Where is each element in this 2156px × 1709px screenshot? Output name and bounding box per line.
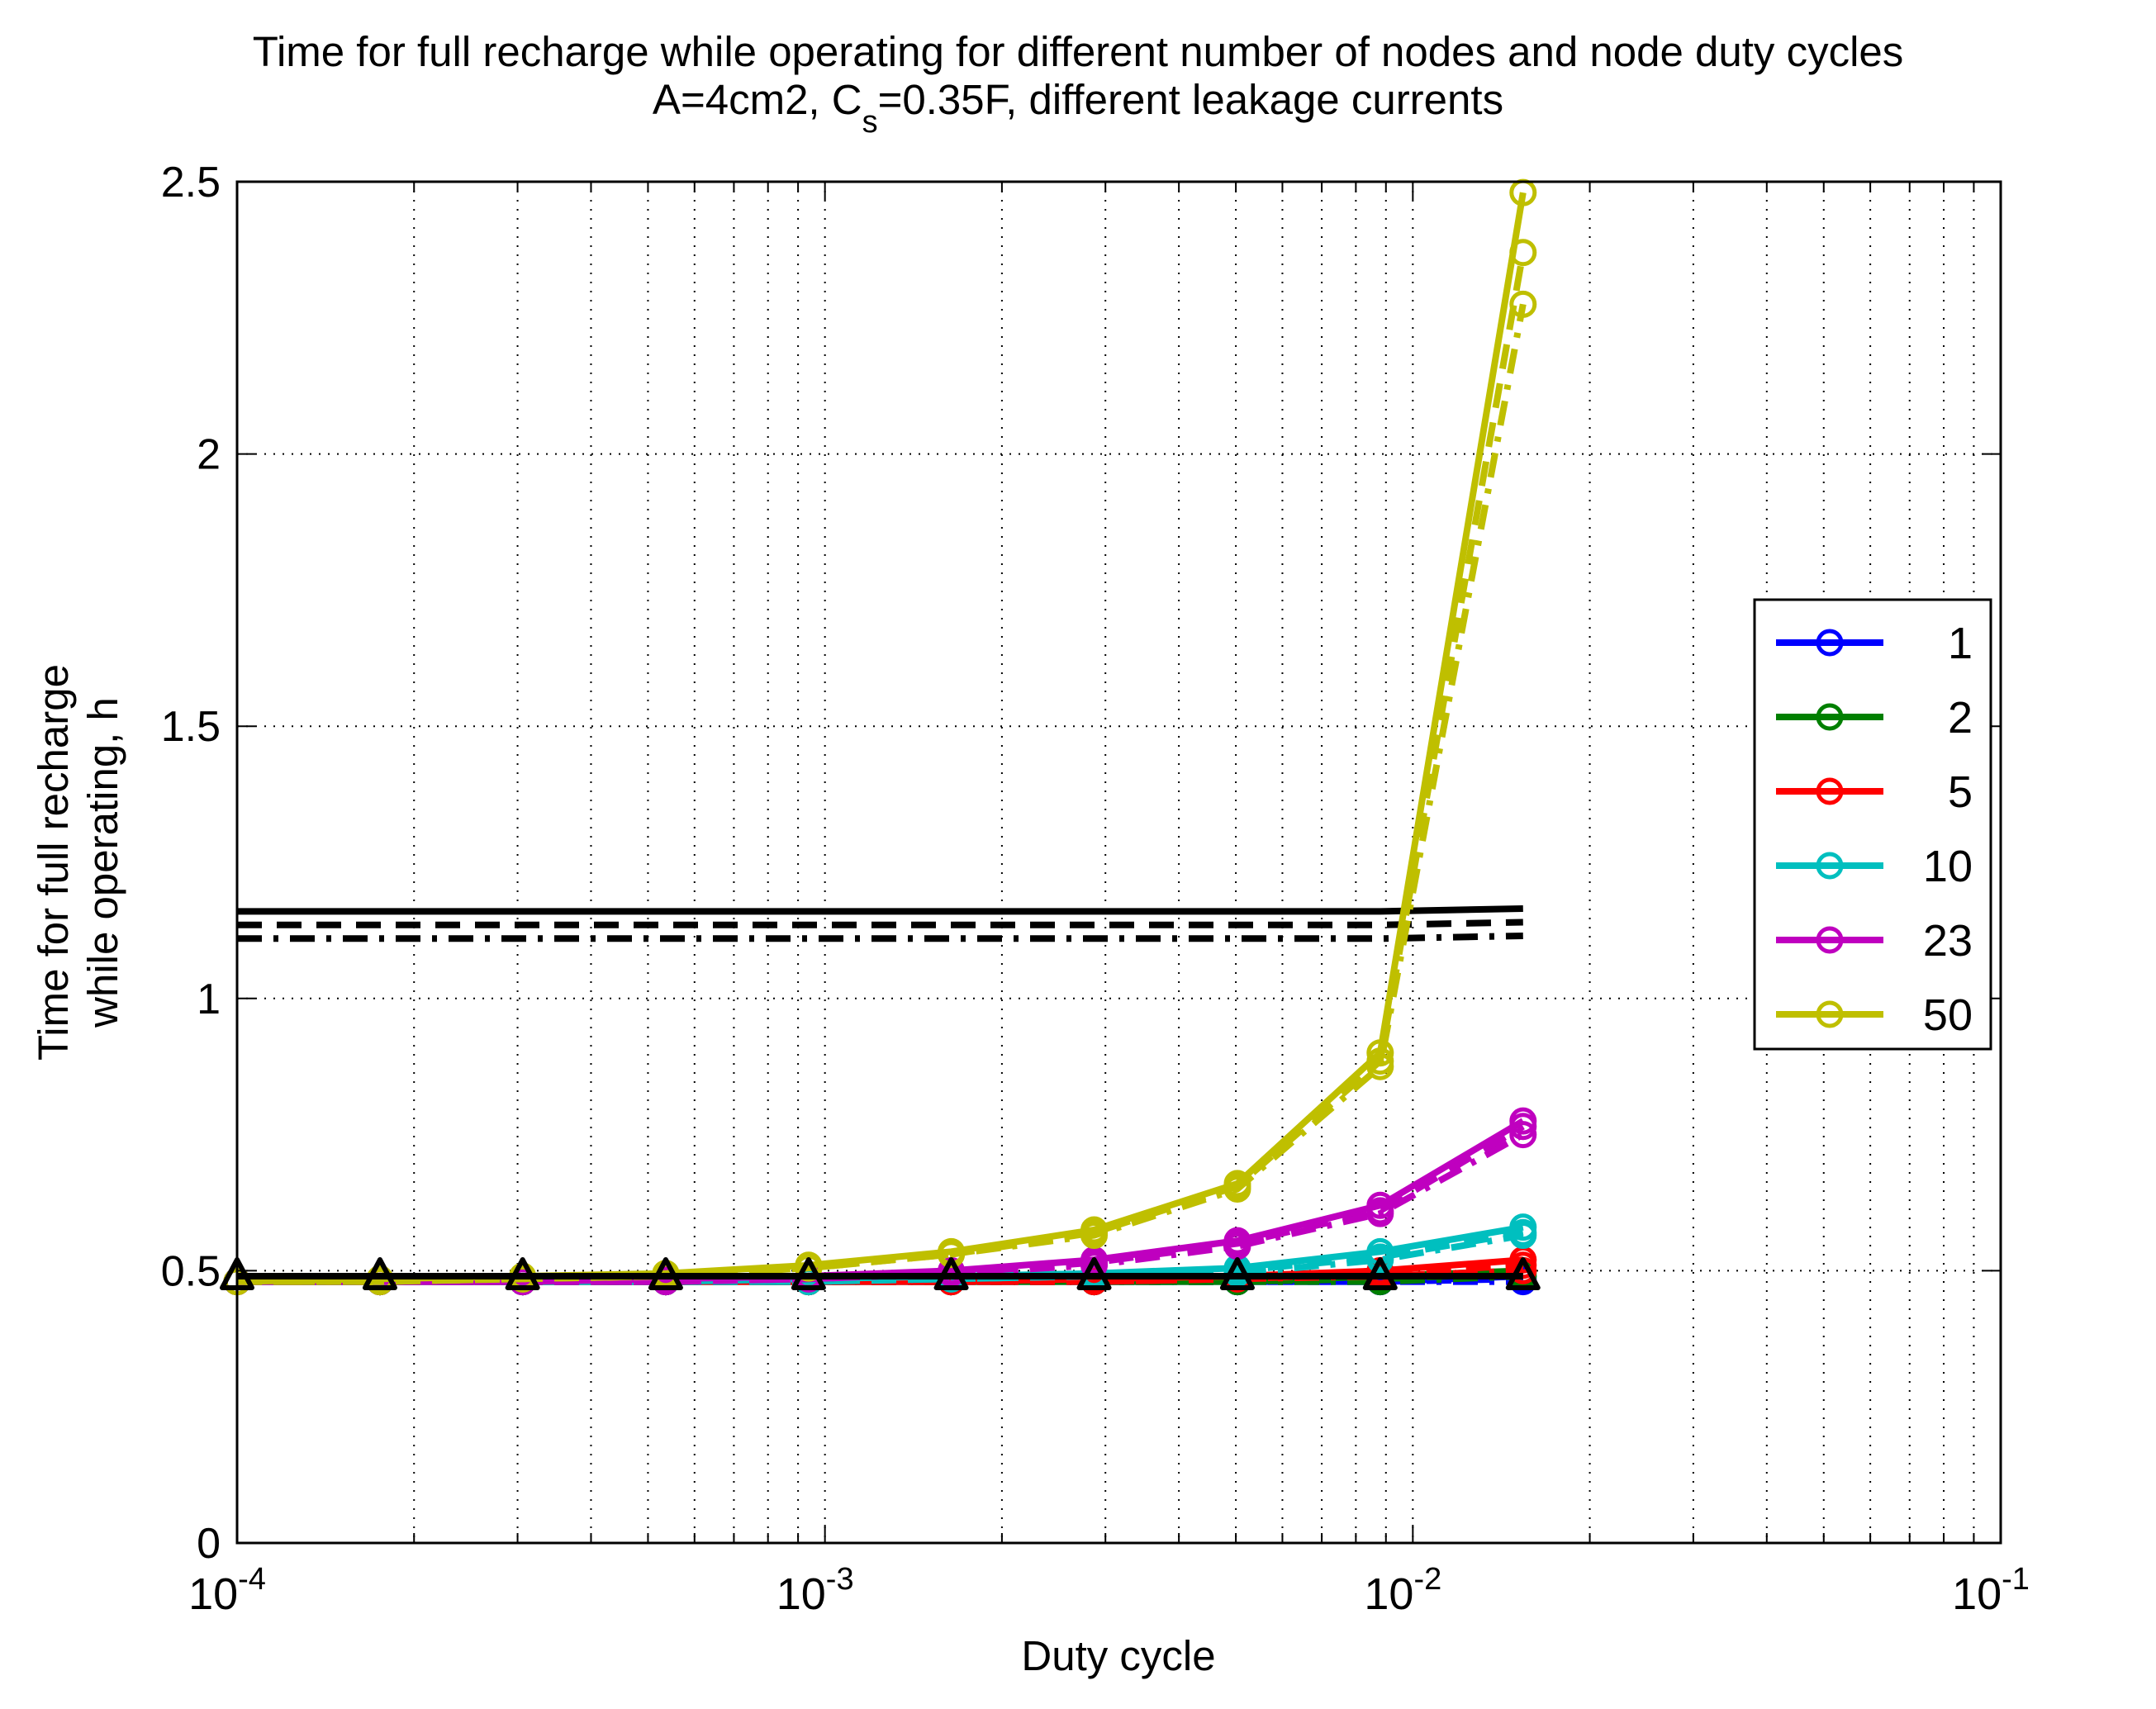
legend: 1 2 5 10 23 50 [1753,598,1992,1051]
subtitle-subscript: s [862,105,878,140]
legend-label: 1 [1948,619,1973,668]
axes-box [235,180,2002,1545]
legend-box [1753,598,1992,1051]
data-point-50 [1080,1222,1109,1250]
x-tick-label: 10-3 [776,1562,854,1619]
x-tick-base: 10 [1952,1569,2002,1619]
data-point-50 [938,1241,966,1269]
x-tick-exponent: -2 [1413,1562,1441,1597]
legend-swatch-marker [1816,852,1844,880]
series-line-50 [237,303,1527,1285]
data-point-23 [1509,1121,1537,1149]
x-tick-label: 10-4 [188,1562,266,1619]
legend-item-5: 5 [1776,767,1973,817]
legend-swatch-marker [1816,926,1844,954]
data-point-10 [1366,1246,1394,1274]
legend-swatch-marker [1816,629,1844,657]
plot-area [237,182,2001,1543]
y-tick-label: 0 [197,1520,221,1568]
x-tick-exponent: -3 [826,1562,854,1597]
x-tick-label: 10-1 [1952,1562,2030,1619]
legend-label: 10 [1923,842,1973,891]
legend-item-1: 1 [1776,619,1973,668]
x-tick-base: 10 [1364,1569,1413,1619]
y-tick-label: 2.5 [161,159,221,207]
reference-line [237,905,1523,915]
legend-label: 50 [1923,990,1973,1040]
y-tick-label: 0.5 [161,1247,221,1295]
y-axis-label-line-2: while operating, h [79,697,126,1028]
reference-line [237,919,1523,928]
x-tick-exponent: -1 [2002,1562,2030,1597]
ticks: 00.511.522.510-4 10-3 10-2 10-1 [161,159,2030,1619]
legend-label: 2 [1948,693,1973,743]
legend-label: 5 [1948,767,1973,817]
triangle-marker [791,1256,826,1290]
chart-title: Time for full recharge while operating f… [253,28,1904,75]
subtitle-suffix: =0.35F, different leakage currents [878,76,1503,123]
triangle-marker [1362,1256,1398,1290]
legend-item-10: 10 [1776,842,1973,891]
triangle-marker [1219,1256,1255,1290]
legend-label: 23 [1923,916,1973,966]
triangle-marker [362,1256,397,1290]
x-tick-base: 10 [776,1569,826,1619]
y-tick-label: 1.5 [161,703,221,751]
y-tick-label: 2 [197,431,221,479]
triangle-marker [1076,1256,1112,1290]
data-point-50 [1223,1175,1251,1203]
triangle-marker [1505,1256,1541,1290]
data-point-50 [795,1254,823,1282]
legend-item-23: 23 [1776,916,1973,966]
x-tick-label: 10-2 [1364,1562,1441,1619]
x-axis-label: Duty cycle [1021,1632,1215,1679]
data-point-10 [1509,1222,1537,1250]
subtitle-prefix: A=4cm2, C [653,76,862,123]
legend-item-50: 50 [1776,990,1973,1040]
triangle-marker [505,1256,540,1290]
legend-item-2: 2 [1776,693,1973,743]
y-axis-label-line-1: Time for full recharge [30,664,77,1061]
legend-swatch-marker [1816,703,1844,731]
x-tick-base: 10 [188,1569,238,1619]
data-point-50 [1509,239,1537,267]
series-layer [220,178,1541,1296]
chart-subtitle: A=4cm2, Cs=0.35F, different leakage curr… [653,76,1503,140]
y-axis-label: Time for full recharge while operating, … [30,664,126,1061]
data-point-50 [1509,290,1537,318]
reference-line [237,932,1523,942]
triangle-marker [933,1256,969,1290]
triangle-marker [648,1256,683,1290]
legend-swatch-marker [1816,777,1844,805]
x-tick-exponent: -4 [238,1562,266,1597]
data-point-23 [1366,1199,1394,1227]
legend-swatch-marker [1816,1000,1844,1028]
data-point-50 [1366,1052,1394,1080]
y-tick-label: 1 [197,976,221,1023]
